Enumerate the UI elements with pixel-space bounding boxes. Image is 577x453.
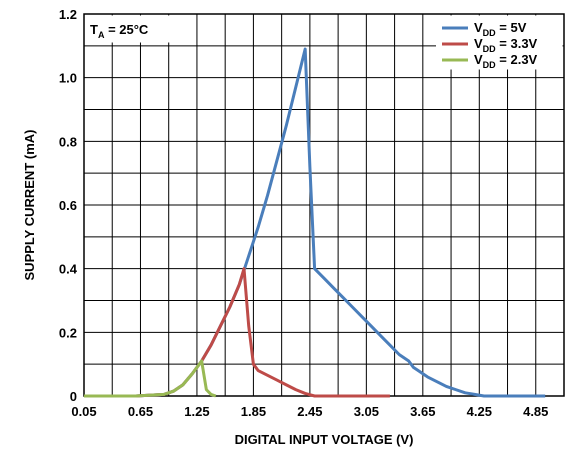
legend-label-sub: DD: [483, 60, 496, 70]
x-tick-label: 2.45: [297, 404, 322, 419]
x-axis-title: DIGITAL INPUT VOLTAGE (V): [235, 432, 414, 447]
legend-label-prefix: V: [474, 20, 483, 35]
legend-label-suffix: = 2.3V: [496, 52, 538, 67]
x-tick-labels: 0.05 0.65 1.25 1.85 2.45 3.05 3.65 4.25 4.85: [71, 404, 548, 419]
legend-label-prefix: V: [474, 52, 483, 67]
y-tick-label: 0: [70, 389, 77, 404]
x-tick-label: 1.85: [241, 404, 266, 419]
y-tick-label: 1.0: [59, 71, 77, 86]
y-tick-label: 0.4: [59, 262, 78, 277]
y-tick-label: 0.2: [59, 325, 77, 340]
series-line-3: [84, 359, 217, 398]
legend-label-sub: DD: [483, 28, 496, 38]
y-tick-label: 0.6: [59, 198, 77, 213]
legend-label-prefix: V: [474, 36, 483, 51]
x-tick-label: 4.25: [467, 404, 492, 419]
legend-label-suffix: = 5V: [496, 20, 527, 35]
x-tick-label: 3.65: [410, 404, 435, 419]
y-axis-title: SUPPLY CURRENT (mA): [22, 130, 37, 281]
annotation-rest: = 25°C: [104, 22, 148, 37]
grid-lines: [84, 14, 564, 396]
annotation-main: T: [90, 22, 98, 37]
legend-label-1: VDD = 5V: [474, 20, 527, 38]
annotation-background: [85, 15, 182, 43]
x-tick-label: 0.65: [128, 404, 153, 419]
x-tick-label: 3.05: [354, 404, 379, 419]
legend-label-suffix: = 3.3V: [496, 36, 538, 51]
x-tick-label: 0.05: [71, 404, 96, 419]
x-tick-label: 1.25: [184, 404, 209, 419]
annotation-sub: A: [98, 30, 105, 40]
series-layer: [84, 47, 546, 398]
legend-label-sub: DD: [483, 44, 496, 54]
annotation-text: TA = 25°C: [90, 22, 149, 40]
series-line-1: [84, 47, 546, 398]
y-tick-label: 0.8: [59, 134, 77, 149]
temperature-annotation: TA = 25°C: [85, 15, 182, 43]
y-tick-label: 1.2: [59, 7, 77, 22]
y-tick-labels: 0 0.2 0.4 0.6 0.8 1.0 1.2: [59, 7, 78, 404]
x-tick-label: 4.85: [523, 404, 548, 419]
legend-label-3: VDD = 2.3V: [474, 52, 538, 70]
legend-label-2: VDD = 3.3V: [474, 36, 538, 54]
